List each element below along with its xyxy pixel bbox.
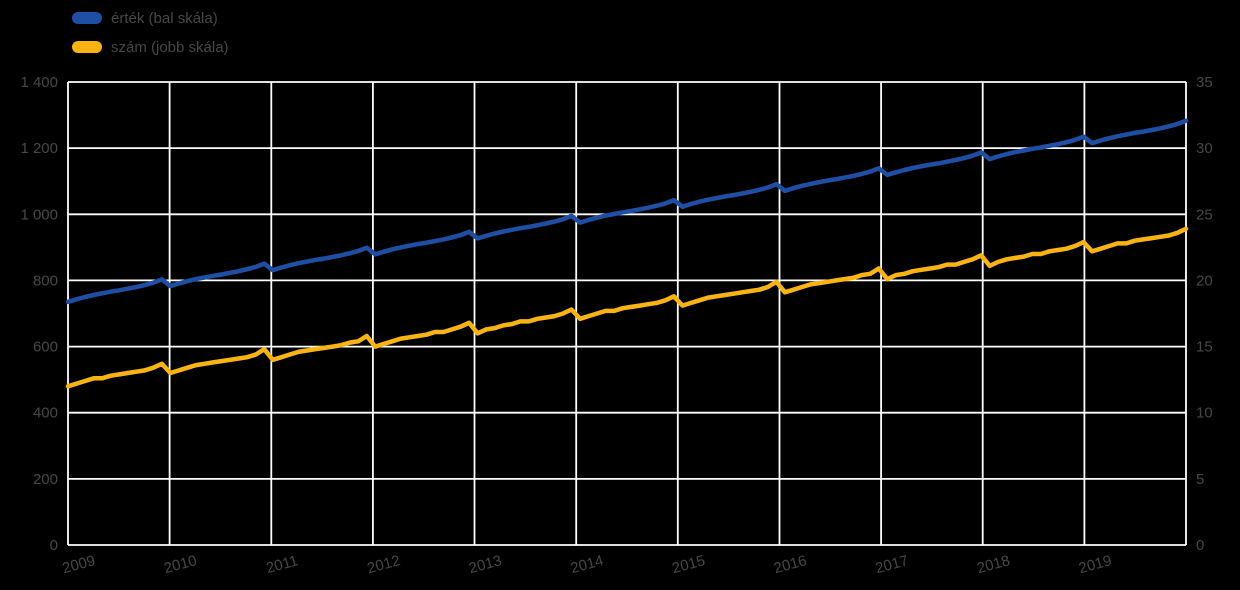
y-axis-left-tick-label: 1 200 bbox=[20, 140, 58, 157]
y-axis-right-tick-label: 5 bbox=[1196, 471, 1204, 488]
y-axis-right-tick-label: 15 bbox=[1196, 339, 1213, 356]
y-axis-left-tick-label: 800 bbox=[33, 272, 58, 289]
y-axis-right-tick-label: 0 bbox=[1196, 537, 1204, 554]
y-axis-right-tick-label: 10 bbox=[1196, 405, 1213, 422]
legend-swatch-szam-icon bbox=[72, 41, 102, 53]
y-axis-right-tick-label: 30 bbox=[1196, 140, 1213, 157]
x-axis-tick-label: 2012 bbox=[365, 552, 402, 577]
y-axis-right-tick-label: 35 bbox=[1196, 74, 1213, 91]
x-axis-tick-label: 2017 bbox=[874, 552, 911, 577]
series-line-ertek bbox=[65, 118, 1189, 305]
series-line-szam bbox=[65, 226, 1189, 389]
legend-item-szam[interactable]: szám (jobb skála) bbox=[72, 35, 229, 59]
x-axis-tick-label: 2019 bbox=[1077, 552, 1114, 577]
x-axis-tick-label: 2009 bbox=[61, 552, 98, 577]
legend-swatch-ertek-icon bbox=[72, 12, 102, 24]
x-axis-tick-label: 2016 bbox=[772, 552, 809, 577]
y-axis-left-tick-label: 1 400 bbox=[20, 74, 58, 91]
x-axis-tick-label: 2014 bbox=[569, 552, 606, 577]
y-axis-right-tick-label: 20 bbox=[1196, 272, 1213, 289]
x-axis-tick-label: 2011 bbox=[264, 552, 300, 577]
y-axis-left-tick-label: 400 bbox=[33, 405, 58, 422]
x-axis-tick-label: 2015 bbox=[670, 552, 707, 577]
y-axis-left-tick-label: 200 bbox=[33, 471, 58, 488]
legend-item-ertek[interactable]: érték (bal skála) bbox=[72, 6, 229, 30]
y-axis-left-tick-label: 0 bbox=[50, 537, 58, 554]
x-axis-tick-label: 2018 bbox=[975, 552, 1012, 577]
x-axis-tick-label: 2013 bbox=[467, 552, 504, 577]
y-axis-right-tick-label: 25 bbox=[1196, 206, 1213, 223]
legend-label-ertek: érték (bal skála) bbox=[111, 9, 218, 27]
legend-label-szam: szám (jobb skála) bbox=[111, 38, 229, 56]
y-axis-left-tick-label: 600 bbox=[33, 339, 58, 356]
y-axis-left-tick-label: 1 000 bbox=[20, 206, 58, 223]
x-axis-tick-label: 2010 bbox=[162, 552, 199, 577]
legend: érték (bal skála) szám (jobb skála) bbox=[72, 6, 229, 59]
